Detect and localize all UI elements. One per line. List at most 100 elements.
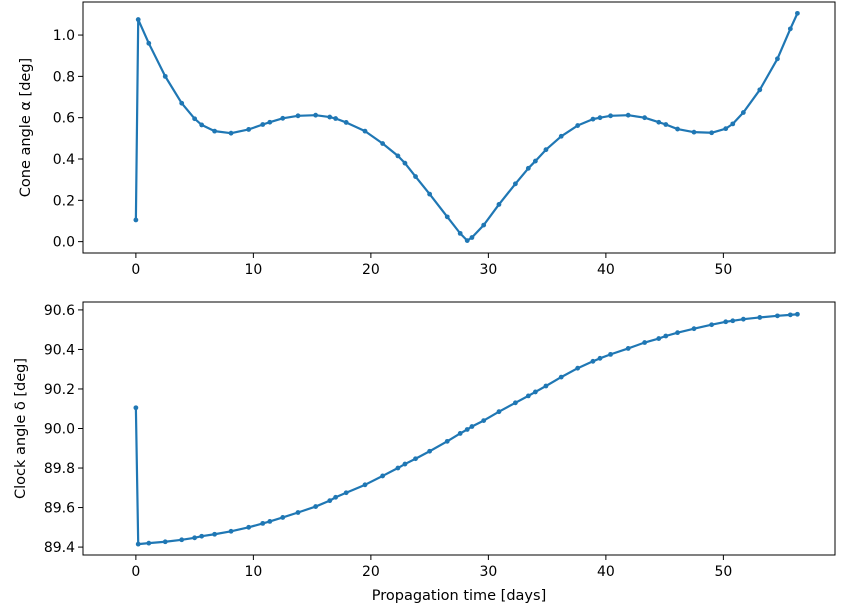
- clock-angle-data-point: [135, 541, 141, 547]
- cone-angle-x-tick-label: 0: [131, 262, 140, 278]
- cone-angle-marks: [133, 10, 800, 244]
- clock-angle-x-tick-label: 40: [597, 564, 615, 580]
- clock-angle-x-tick-label: 10: [244, 564, 262, 580]
- cone-angle-y-tick-label: 0.6: [53, 111, 75, 127]
- cone-angle-y-tick-label: 1.0: [53, 28, 75, 44]
- clock-angle-data-point: [709, 322, 715, 328]
- clock-angle-data-point: [795, 311, 800, 317]
- clock-angle-data-point: [532, 389, 538, 395]
- clock-angle-data-point: [575, 365, 581, 371]
- cone-angle-data-point: [775, 56, 780, 62]
- cone-angle-data-point: [575, 123, 581, 128]
- cone-angle-data-point: [532, 158, 538, 164]
- cone-angle-x-tick-label: 50: [714, 262, 732, 278]
- cone-angle-data-point: [481, 222, 487, 228]
- clock-angle-data-point: [787, 312, 793, 318]
- cone-angle-data-point: [787, 26, 793, 32]
- clock-angle-data-point: [513, 400, 518, 406]
- cone-angle-data-point: [757, 87, 763, 93]
- cone-angle-data-point: [280, 115, 286, 121]
- clock-angle-data-point: [380, 473, 386, 479]
- cone-angle-y-ticks: 0.0 0.2 0.4 0.6 0.8 1.0: [53, 28, 83, 251]
- clock-angle-data-point: [402, 461, 408, 467]
- cone-angle-data-point: [402, 160, 408, 166]
- clock-angle-data-point: [295, 510, 301, 515]
- clock-angle-x-tick-label: 50: [714, 564, 732, 580]
- clock-angle-data-point: [675, 330, 680, 336]
- cone-angle-data-point: [642, 115, 648, 121]
- clock-angle-data-point: [246, 524, 252, 530]
- clock-angle-data-point: [525, 393, 531, 399]
- clock-angle-data-point: [481, 418, 487, 423]
- clock-angle-data-point: [333, 494, 339, 500]
- clock-angle-data-point: [260, 520, 266, 526]
- cone-angle-data-point: [543, 147, 549, 153]
- cone-angle-data-point: [513, 181, 518, 187]
- cone-angle-data-point: [343, 120, 349, 125]
- cone-angle-data-point: [590, 116, 596, 122]
- cone-angle-x-ticks: 0 10 20 30 40 50: [131, 253, 732, 278]
- cone-angle-data-point: [146, 40, 152, 46]
- cone-angle-data-point: [395, 153, 401, 159]
- clock-angle-y-ticks: 89.4 89.6 89.8 90.0 90.2 90.4 90.6: [44, 303, 83, 556]
- cone-angle-y-axis-label: Cone angle α [deg]: [18, 58, 34, 197]
- clock-angle-data-point: [395, 465, 401, 471]
- cone-angle-data-point: [663, 122, 669, 127]
- cone-angle-y-tick-label: 0.8: [53, 69, 75, 85]
- clock-angle-y-axis-label: Clock angle δ [deg]: [13, 358, 29, 499]
- cone-angle-data-point: [709, 130, 715, 136]
- clock-angle-y-tick-label: 90.4: [44, 342, 75, 358]
- clock-angle-y-tick-label: 89.6: [44, 501, 75, 517]
- cone-angle-y-tick-label: 0.4: [53, 152, 75, 168]
- clock-angle-data-point: [723, 319, 729, 325]
- cone-angle-data-point: [192, 116, 198, 122]
- clock-angle-data-point: [212, 531, 218, 537]
- clock-angle-data-point: [775, 313, 780, 319]
- clock-angle-data-point: [496, 409, 502, 415]
- cone-angle-data-point: [260, 122, 266, 127]
- cone-angle-data-point: [597, 115, 603, 121]
- cone-angle-data-point: [469, 235, 475, 240]
- cone-angle-data-point: [228, 130, 234, 136]
- cone-angle-data-point: [675, 126, 680, 132]
- clock-angle-x-axis-label: Propagation time [days]: [372, 588, 546, 604]
- cone-angle-data-point: [740, 110, 746, 115]
- clock-angle-x-tick-label: 30: [479, 564, 497, 580]
- cone-angle-plot-frame: [82, 1, 836, 254]
- cone-angle-x-tick-label: 40: [597, 262, 615, 278]
- cone-angle-data-point: [199, 122, 205, 128]
- clock-angle-data-point: [642, 340, 648, 345]
- cone-angle-y-tick-label: 0.0: [53, 235, 75, 251]
- cone-angle-data-point: [656, 119, 662, 125]
- cone-angle-x-tick-label: 30: [479, 262, 497, 278]
- clock-angle-data-point: [608, 351, 613, 357]
- cone-angle-data-point: [246, 127, 252, 132]
- clock-angle-data-point: [590, 358, 596, 364]
- clock-angle-data-point: [464, 427, 470, 432]
- clock-angle-data-point: [740, 316, 746, 322]
- cone-angle-data-point: [267, 119, 273, 125]
- cone-angle-data-point: [413, 174, 418, 179]
- cone-angle-data-point: [525, 165, 531, 171]
- clock-angle-data-point: [133, 405, 139, 411]
- clock-angle-marks: [133, 311, 800, 547]
- cone-angle-data-point: [135, 17, 141, 22]
- clock-angle-data-point: [663, 333, 669, 339]
- clock-angle-y-tick-label: 90.2: [44, 382, 75, 398]
- cone-angle-data-point: [625, 112, 631, 118]
- cone-angle-data-point: [457, 230, 463, 236]
- cone-angle-panel: 0 10 20 30 40 50 0.0 0.2 0.4 0.6 0.8 1.0 Cone angl…: [18, 1, 836, 278]
- clock-angle-data-point: [625, 346, 631, 351]
- clock-angle-data-point: [327, 498, 333, 504]
- cone-angle-data-point: [427, 191, 433, 197]
- clock-angle-data-point: [146, 540, 152, 546]
- clock-angle-y-tick-label: 90.0: [44, 422, 75, 438]
- clock-angle-data-point: [543, 383, 549, 389]
- clock-angle-data-point: [597, 355, 603, 361]
- clock-angle-data-point: [757, 315, 763, 320]
- clock-angle-data-point: [179, 537, 185, 543]
- cone-angle-data-point: [795, 10, 800, 16]
- cone-angle-data-point: [558, 133, 564, 139]
